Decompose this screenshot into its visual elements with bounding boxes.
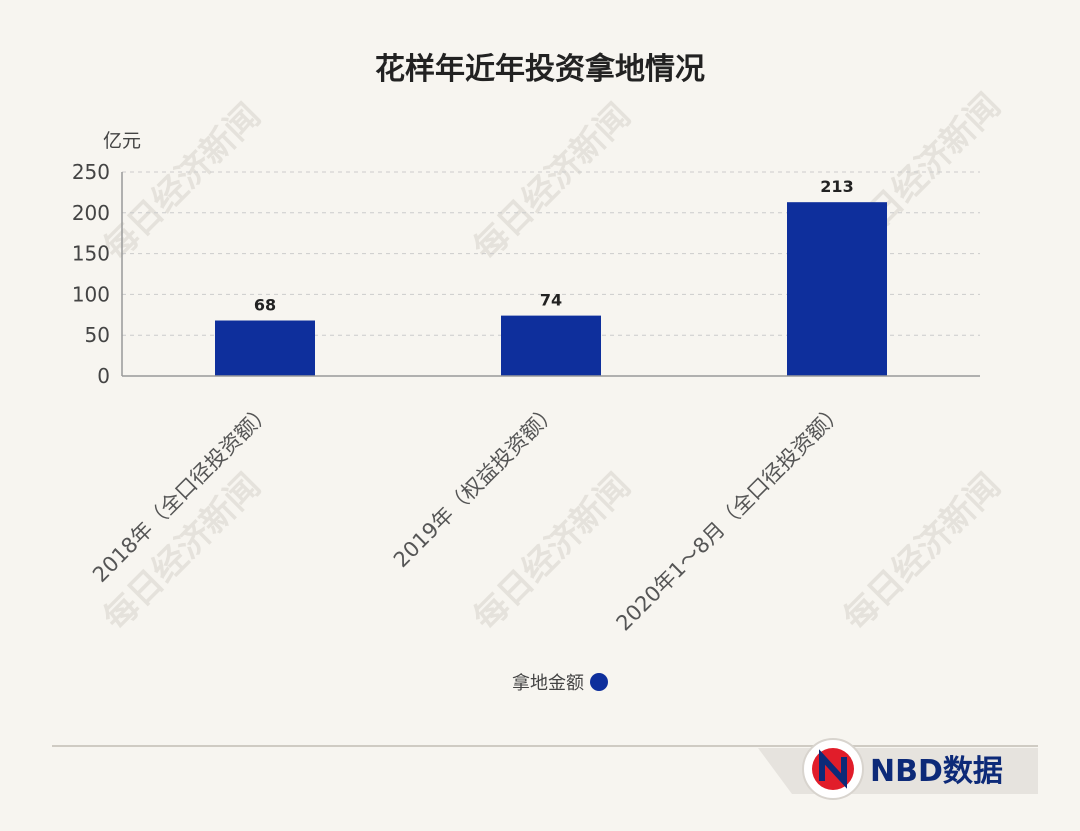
legend-label: 拿地金额 bbox=[512, 672, 584, 694]
legend-marker bbox=[590, 673, 608, 691]
bar bbox=[501, 315, 601, 376]
data-label: 74 bbox=[540, 291, 562, 310]
y-tick-label: 250 bbox=[72, 160, 110, 184]
x-tick-label: 2020年1～8月（全口径投资额） bbox=[612, 399, 849, 636]
watermark-text: 每日经济新闻 bbox=[466, 96, 639, 269]
y-tick-label: 150 bbox=[72, 242, 110, 266]
bar bbox=[787, 202, 887, 376]
brand-logo-icon bbox=[819, 749, 847, 789]
data-label: 68 bbox=[254, 296, 276, 315]
watermark-text: 每日经济新闻 bbox=[466, 466, 639, 639]
y-axis-label: 亿元 bbox=[103, 130, 141, 152]
data-labels: 68 74 213 bbox=[254, 177, 854, 314]
data-label: 213 bbox=[820, 177, 853, 196]
brand-badge: NBD数据 bbox=[758, 738, 1038, 800]
y-tick-label: 100 bbox=[72, 282, 110, 306]
y-tick-label: 0 bbox=[97, 364, 110, 388]
watermark-text: 每日经济新闻 bbox=[836, 466, 1009, 639]
y-tick-labels: 0 50 100 150 200 250 bbox=[72, 160, 110, 388]
legend: 拿地金额 bbox=[512, 672, 608, 694]
bars bbox=[215, 202, 887, 376]
y-tick-label: 50 bbox=[85, 323, 110, 347]
bar bbox=[215, 320, 315, 376]
brand-text: NBD数据 bbox=[870, 754, 1003, 789]
y-tick-label: 200 bbox=[72, 201, 110, 225]
chart-title: 花样年近年投资拿地情况 bbox=[375, 52, 705, 87]
